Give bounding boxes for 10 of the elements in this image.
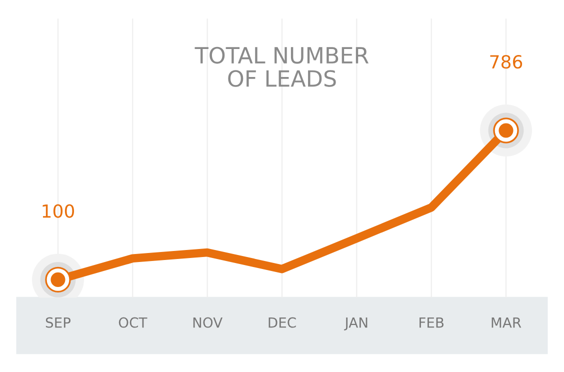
data-label: 100 bbox=[42, 204, 74, 218]
x-tick-label: DEC bbox=[268, 317, 296, 328]
x-tick-label: SEP bbox=[46, 317, 70, 328]
x-tick-label: OCT bbox=[118, 317, 148, 328]
data-label: 786 bbox=[490, 55, 522, 69]
x-tick-label: FEB bbox=[420, 317, 444, 328]
x-tick-label: NOV bbox=[193, 317, 223, 328]
x-tick-label: MAR bbox=[492, 317, 522, 328]
chart-title: TOTAL NUMBER OF LEADS bbox=[194, 46, 369, 87]
x-tick-label: JAN bbox=[344, 317, 368, 330]
